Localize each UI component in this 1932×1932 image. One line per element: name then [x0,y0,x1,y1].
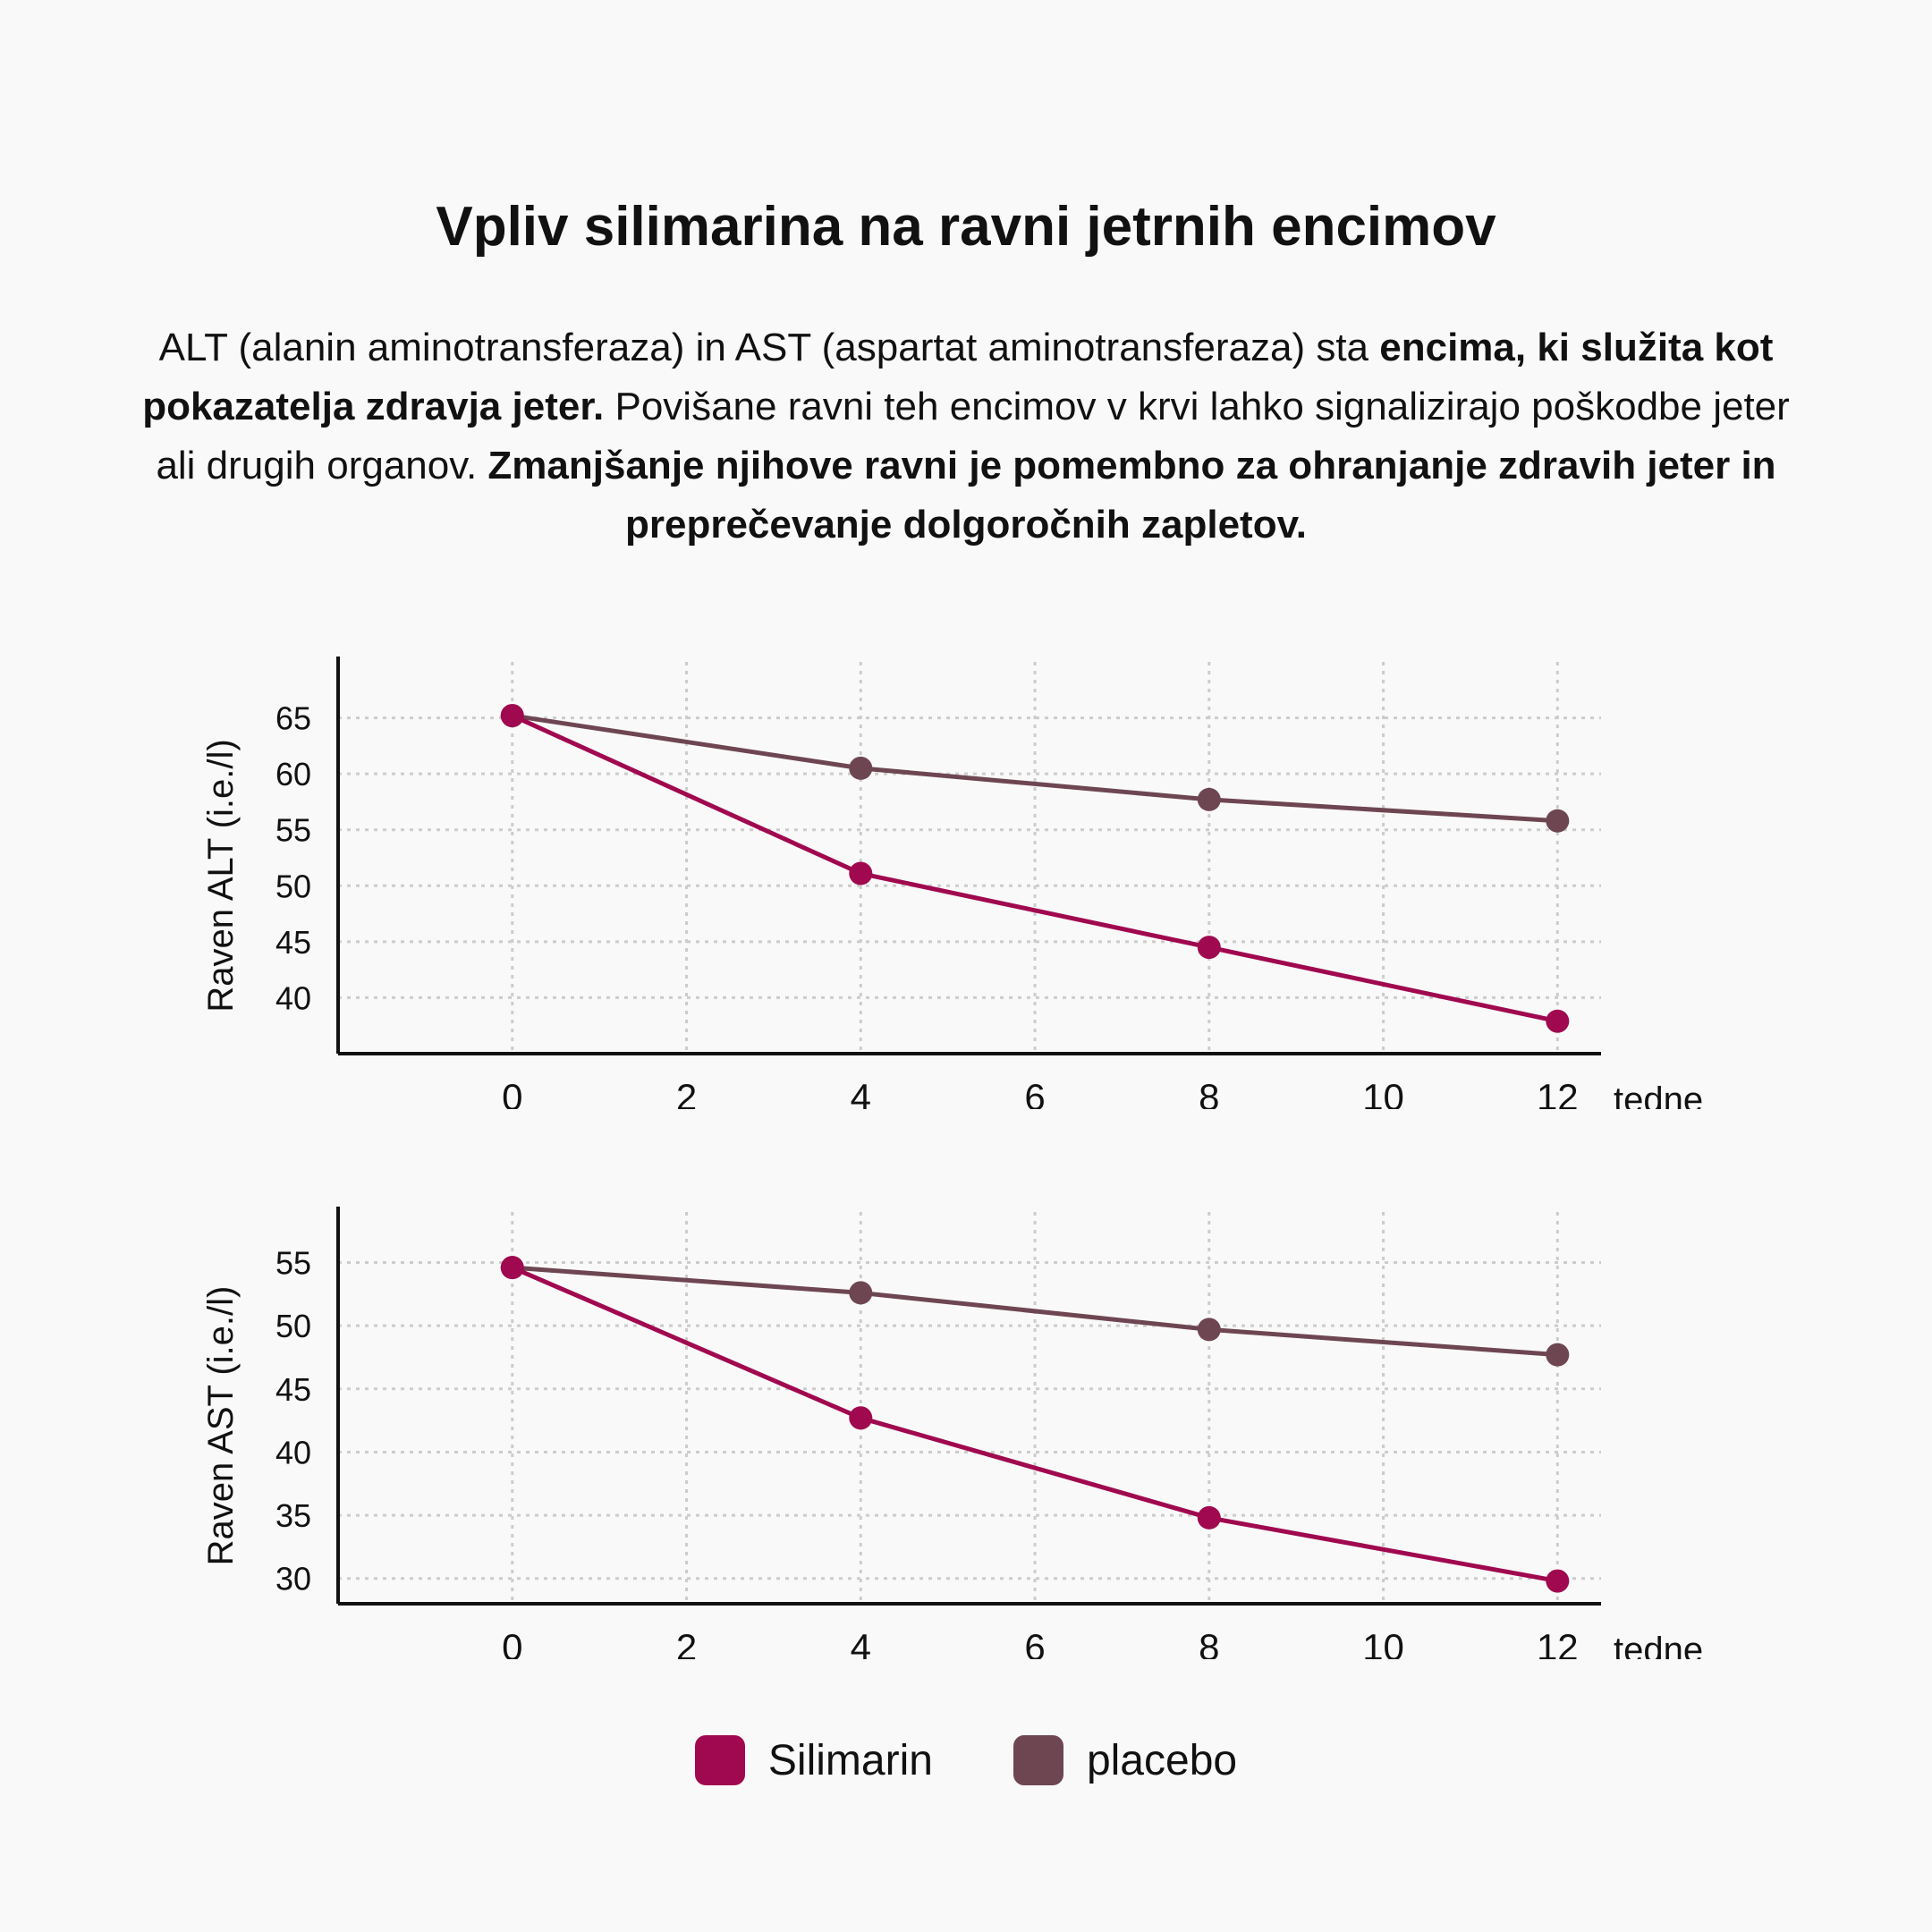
alt-x-tick-label: 8 [1199,1076,1219,1109]
alt-y-tick-label: 55 [275,812,311,849]
alt-x-tick-label: 12 [1537,1076,1579,1109]
alt-y-tick-label: 60 [275,756,311,792]
alt-point-silimarin [1546,1009,1570,1033]
ast-x-tick-label: 10 [1362,1626,1404,1659]
intro-bold-1: encima, ki služita kot pokazatelja zdrav… [142,326,1774,428]
ast-point-silimarin [849,1406,873,1430]
ast-point-placebo [1546,1343,1570,1367]
legend: Silimarin placebo [0,1735,1932,1785]
legend-label-placebo: placebo [1086,1736,1238,1784]
alt-y-tick-label: 40 [275,979,311,1016]
alt-point-placebo [1546,809,1570,833]
ast-x-tick-label: 8 [1199,1626,1219,1659]
alt-y-tick-label: 45 [275,924,311,961]
ast-chart: 30 35 40 45 50 55 0 2 4 6 8 10 12 tedne Raven AST (i.e… [201,1207,1703,1659]
ast-point-silimarin [500,1256,524,1280]
alt-y-axis-label: Raven ALT (i.e./l) [201,739,241,1012]
ast-x-tick-label: 2 [676,1626,697,1659]
alt-point-silimarin [500,704,524,728]
ast-x-tick-label: 12 [1537,1626,1579,1659]
alt-y-tick-label: 50 [275,868,311,904]
alt-x-tick-label: 10 [1362,1076,1404,1109]
intro-text: ALT (alanin aminotransferaza) in AST (as… [134,318,1798,555]
alt-line-silimarin [511,713,1558,1024]
ast-point-placebo [849,1281,873,1305]
ast-y-tick-label: 55 [275,1245,311,1282]
ast-point-silimarin [1546,1569,1570,1593]
alt-line-placebo [512,713,1558,824]
ast-x-tick-label: 4 [851,1626,871,1659]
alt-x-axis-label: tedne [1614,1080,1703,1109]
alt-point-placebo [1197,787,1221,811]
ast-line-silimarin [511,1265,1558,1584]
alt-x-tick-label: 6 [1024,1076,1045,1109]
legend-swatch-placebo [1013,1735,1063,1785]
intro-part-1: ALT (alanin aminotransferaza) in AST (as… [158,326,1380,369]
ast-x-axis-label: tedne [1614,1631,1703,1659]
alt-x-tick-label: 0 [502,1076,522,1109]
ast-y-tick-label: 30 [275,1561,311,1597]
page-title: Vpliv silimarina na ravni jetrnih encimo… [436,196,1496,258]
alt-y-tick-label: 65 [275,700,311,737]
alt-point-silimarin [849,861,873,886]
alt-point-placebo [849,756,873,780]
ast-point-placebo [1197,1318,1221,1342]
legend-label-silimarin: Silimarin [767,1736,933,1784]
intro-part-2: Povišane ravni teh encimov v krvi lahko … [156,385,1790,487]
legend-item-placebo: placebo [1013,1735,1237,1785]
ast-y-tick-label: 35 [275,1497,311,1534]
ast-x-tick-label: 6 [1024,1626,1045,1659]
legend-swatch-silimarin [694,1735,745,1785]
alt-x-tick-label: 2 [676,1076,697,1109]
ast-point-silimarin [1197,1505,1221,1530]
alt-chart: 40 45 50 55 60 65 0 2 4 6 8 10 12 tedne Raven ALT (i.e… [201,657,1703,1109]
ast-y-tick-label: 45 [275,1371,311,1408]
ast-y-tick-label: 40 [275,1434,311,1470]
intro-bold-2: Zmanjšanje njihove ravni je pomembno za … [487,444,1776,547]
ast-x-tick-label: 0 [502,1626,522,1659]
alt-x-tick-label: 4 [851,1076,871,1109]
alt-point-silimarin [1197,936,1221,960]
ast-y-axis-label: Raven AST (i.e./l) [201,1286,241,1566]
legend-item-silimarin: Silimarin [694,1735,933,1785]
ast-line-placebo [512,1265,1558,1358]
ast-y-tick-label: 50 [275,1308,311,1344]
